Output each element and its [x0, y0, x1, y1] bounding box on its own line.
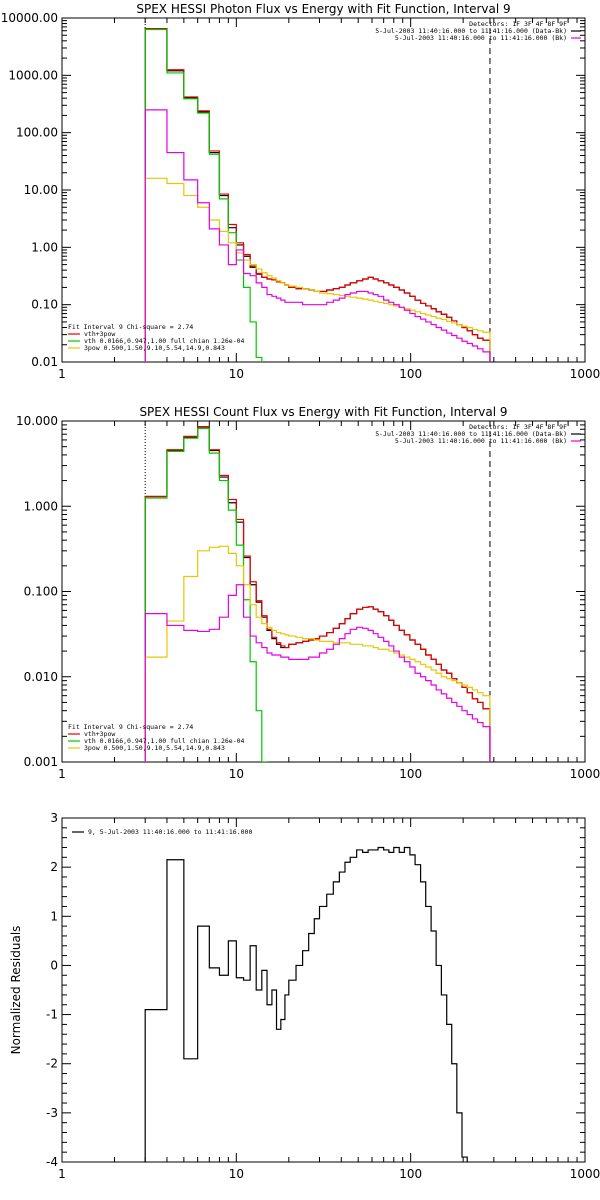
plot-data-area — [144, 421, 491, 762]
legend-label: vth+3pow — [84, 330, 115, 338]
x-tick-label: 1000 — [570, 767, 600, 781]
x-tick-label: 10 — [229, 1167, 244, 1181]
y-tick-label: 0.01 — [31, 355, 58, 369]
y-tick-label: 3 — [50, 811, 58, 825]
legend-label: vth 0.0166,0.947,1.00 full chian 1.26e-0… — [84, 337, 245, 345]
y-tick-label: 100.00 — [16, 126, 58, 140]
y-tick-label: 0.100 — [24, 585, 58, 599]
y-tick-label: 10.00 — [24, 183, 58, 197]
plot-data-area — [144, 18, 491, 362]
y-axis-label: Normalized Residuals — [9, 926, 23, 1055]
x-tick-label: 100 — [399, 1167, 422, 1181]
y-tick-label: 0 — [50, 958, 58, 972]
header-line-1: Detectors: 1F 3F 4F 8F 9F — [469, 20, 567, 28]
plot-data-area — [144, 846, 491, 1162]
x-tick-label: 1000 — [570, 1167, 600, 1181]
y-tick-label: 0.010 — [24, 670, 58, 684]
y-tick-label: 10.000 — [16, 414, 58, 428]
series-5 — [144, 109, 491, 362]
x-tick-label: 1 — [58, 367, 66, 381]
y-tick-label: 1 — [50, 909, 58, 923]
legend-label: 9, 5-Jul-2003 11:40:16.000 to 11:41:16.0… — [88, 828, 252, 836]
y-tick-label: -4 — [46, 1155, 58, 1169]
y-tick-label: 0.001 — [24, 755, 58, 769]
x-tick-label: 1 — [58, 767, 66, 781]
legend-title: Fit Interval 9 Chi-square = 2.74 — [68, 723, 193, 731]
header-line-1: Detectors: 1F 3F 4F 8F 9F — [469, 423, 567, 431]
series-4 — [144, 177, 491, 362]
series-data — [144, 426, 491, 762]
header-line-3: 5-Jul-2003 11:40:16.000 to 11:41:16.000 … — [395, 437, 567, 445]
series-residuals — [144, 846, 491, 1162]
x-tick-label: 10 — [229, 767, 244, 781]
x-tick-label: 1 — [58, 1167, 66, 1181]
header-line-3: 5-Jul-2003 11:40:16.000 to 11:41:16.000 … — [395, 34, 567, 42]
plot-frame — [61, 817, 586, 1163]
header-line-2: 5-Jul-2003 11:40:16.000 to 11:41:16.000 … — [375, 27, 567, 35]
y-tick-label: 2 — [50, 860, 58, 874]
series-3 — [144, 28, 491, 362]
series-5 — [144, 584, 491, 762]
x-tick-label: 10 — [229, 367, 244, 381]
y-tick-label: -3 — [46, 1106, 58, 1120]
legend-label: 3pow 0.500,1.50,9.10,5.54,14.9,0.843 — [84, 344, 225, 352]
legend-label: vth+3pow — [84, 730, 115, 738]
legend-label: 3pow 0.500,1.50,9.10,5.54,14.9,0.843 — [84, 744, 225, 752]
chart-panel-3: 1 10 100 1000 -4 -3 -2 -1 0 1 2 3 Normalized Residua… — [9, 811, 600, 1181]
x-tick-label: 1000 — [570, 367, 600, 381]
chart-title: SPEX HESSI Count Flux vs Energy with Fit… — [139, 405, 507, 419]
series-3 — [144, 427, 491, 762]
chart-title: SPEX HESSI Photon Flux vs Energy with Fi… — [136, 2, 510, 16]
chart-panel-1: SPEX HESSI Photon Flux vs Energy with Fi… — [1, 2, 600, 381]
chart-panel-2: SPEX HESSI Count Flux vs Energy with Fit… — [16, 405, 600, 781]
y-tick-label: 1.00 — [31, 240, 58, 254]
x-tick-label: 100 — [399, 367, 422, 381]
series-4 — [144, 545, 491, 762]
y-tick-label: 10000.00 — [1, 11, 58, 25]
y-tick-label: 1000.00 — [8, 68, 58, 82]
plot-frame — [61, 420, 586, 763]
y-tick-label: 0.10 — [31, 298, 58, 312]
series-2 — [144, 28, 491, 362]
header-line-2: 5-Jul-2003 11:40:16.000 to 11:41:16.000 … — [375, 430, 567, 438]
series-2 — [144, 425, 491, 762]
y-tick-label: -2 — [46, 1057, 58, 1071]
y-tick-label: -1 — [46, 1008, 58, 1022]
y-tick-label: 1.000 — [24, 499, 58, 513]
x-tick-label: 100 — [399, 767, 422, 781]
legend-label: vth 0.0166,0.947,1.00 full chian 1.26e-0… — [84, 737, 245, 745]
plot-frame — [61, 17, 586, 363]
legend-title: Fit Interval 9 Chi-square = 2.74 — [68, 323, 193, 331]
